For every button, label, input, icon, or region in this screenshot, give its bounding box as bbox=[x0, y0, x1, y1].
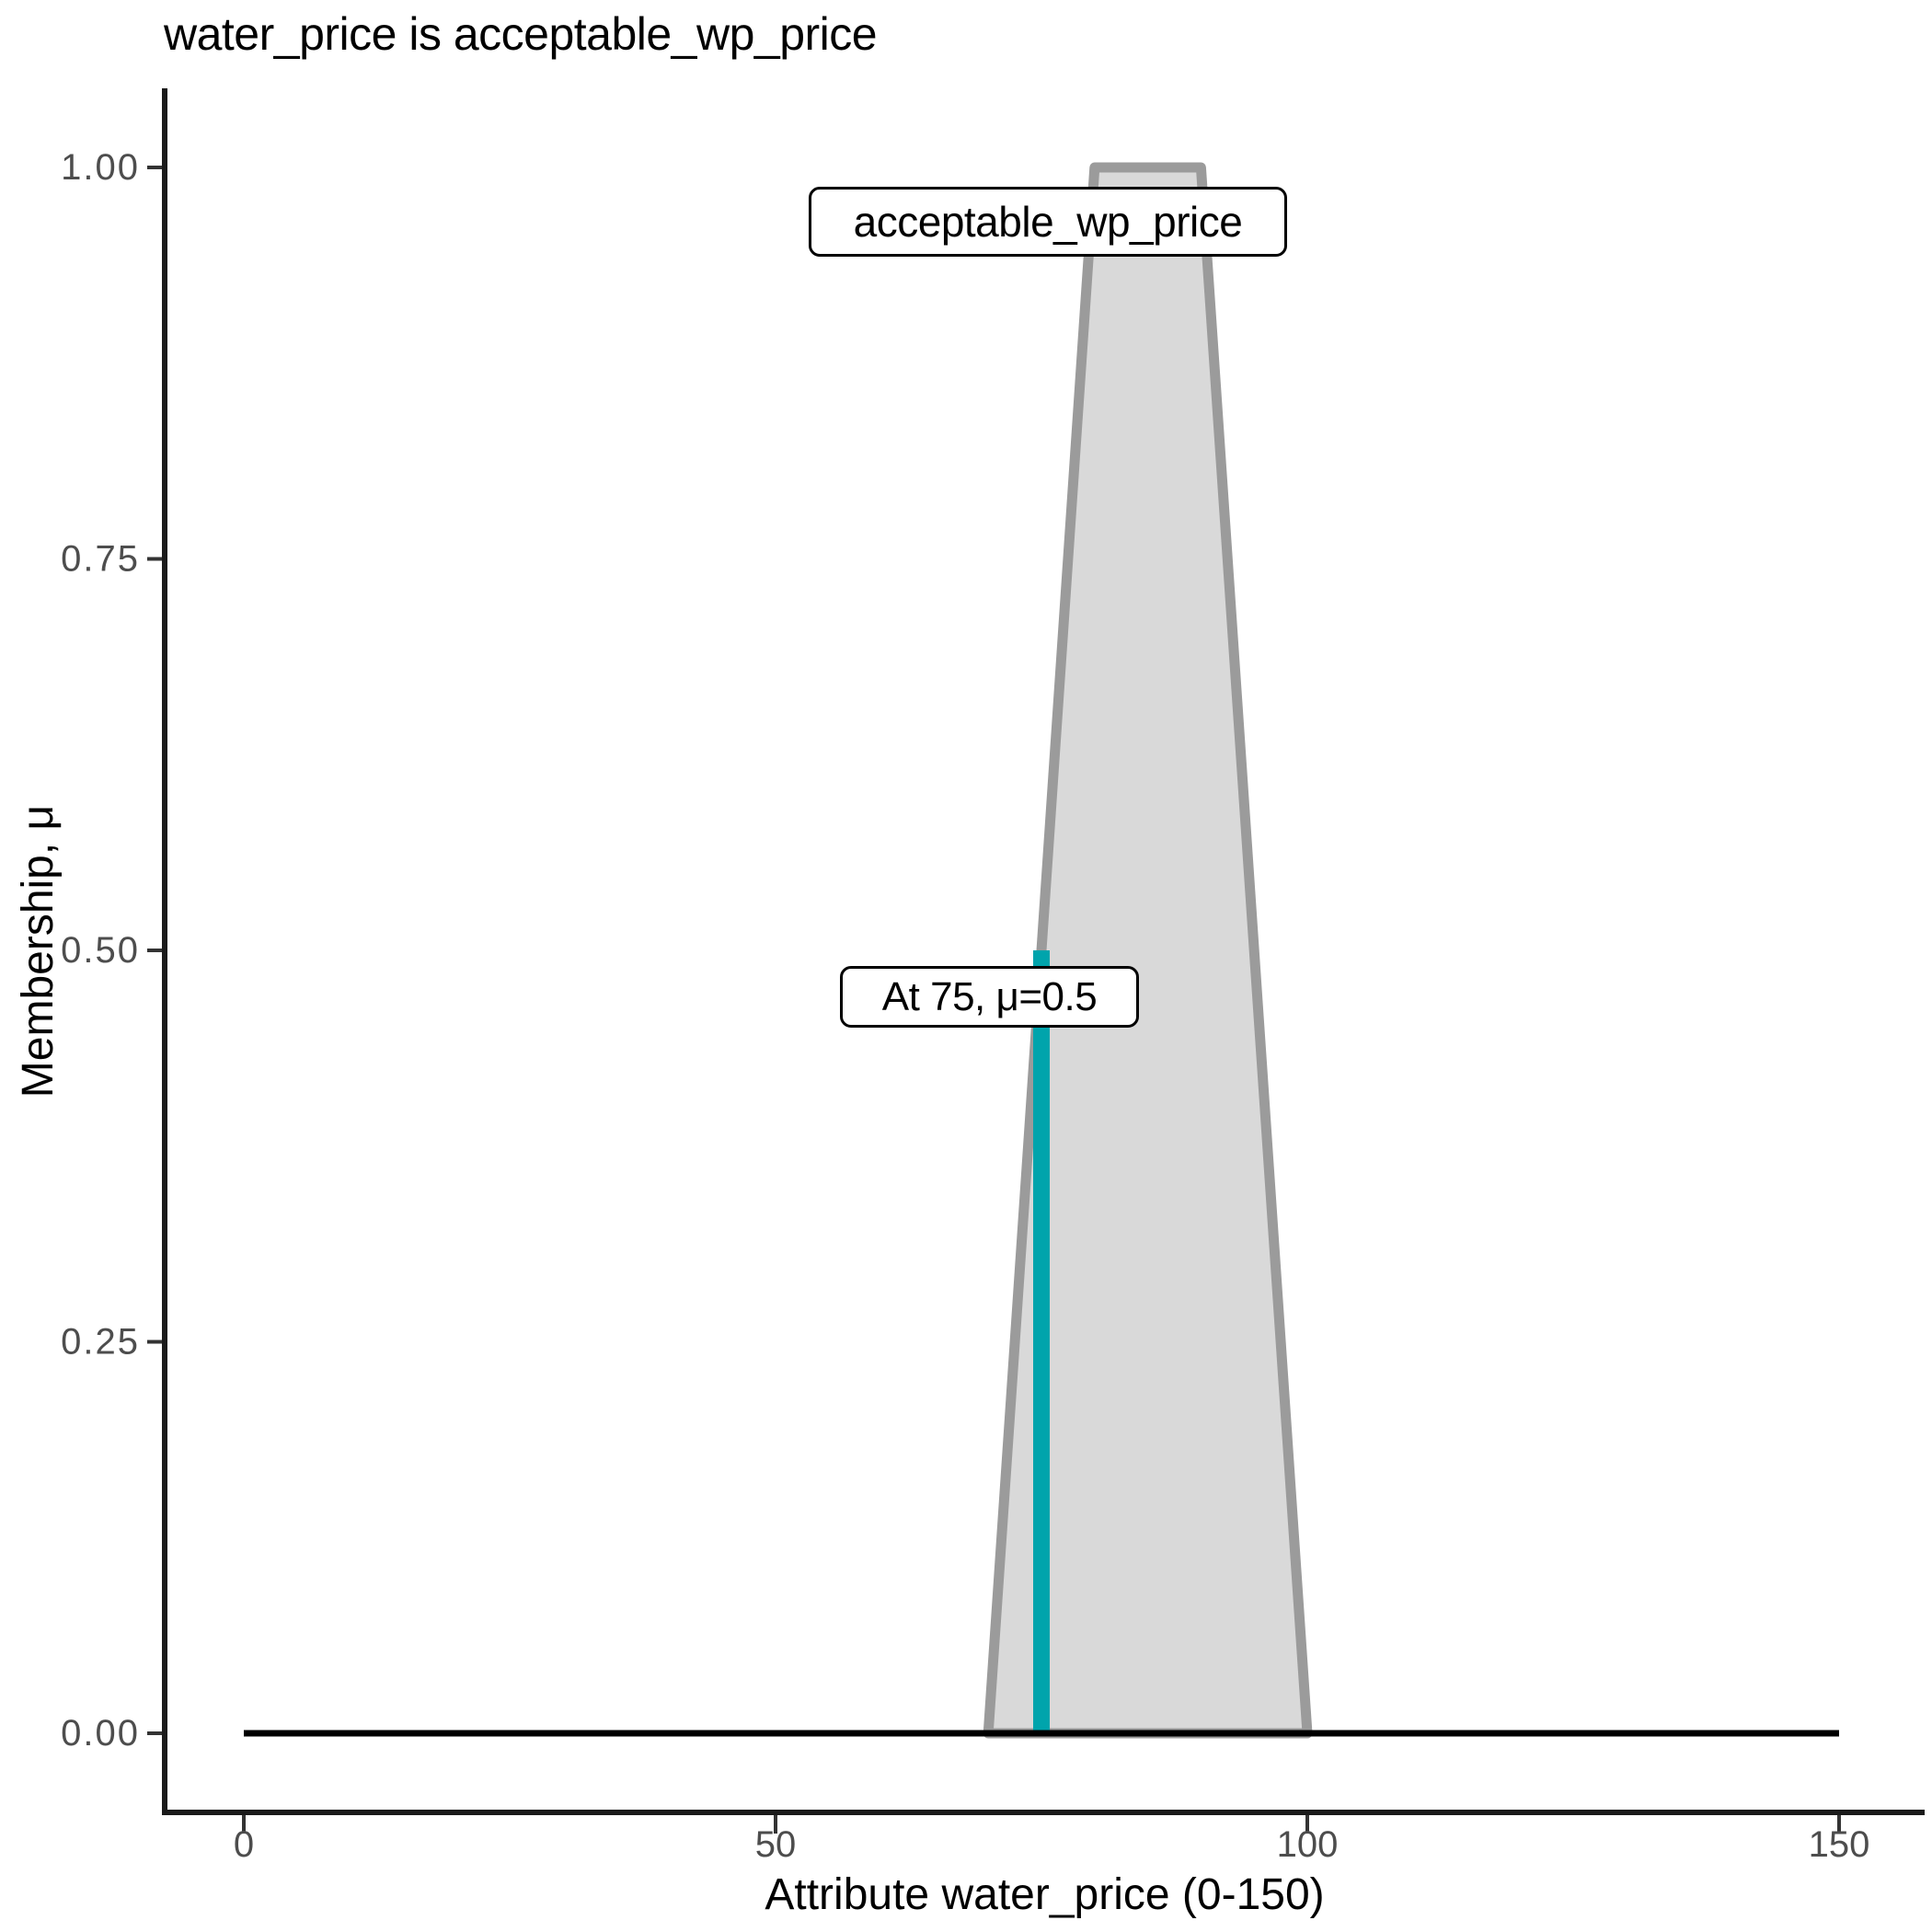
membership-set-label: acceptable_wp_price bbox=[809, 187, 1287, 257]
y-tick-label: 0.00 bbox=[61, 1713, 140, 1754]
x-tick-label: 0 bbox=[234, 1824, 254, 1865]
y-tick-label: 1.00 bbox=[61, 147, 140, 188]
y-axis-title: Membership, μ bbox=[14, 804, 63, 1098]
marker-value-label: At 75, μ=0.5 bbox=[840, 966, 1139, 1028]
y-tick-label: 0.25 bbox=[61, 1322, 140, 1363]
x-tick-label: 150 bbox=[1809, 1824, 1870, 1865]
x-axis-title: Attribute water_price (0-150) bbox=[765, 1870, 1325, 1919]
x-tick-label: 50 bbox=[755, 1824, 797, 1865]
y-tick-label: 0.50 bbox=[61, 930, 140, 971]
plot-title: water_price is acceptable_wp_price bbox=[164, 8, 878, 60]
y-tick-label: 0.75 bbox=[61, 539, 140, 580]
x-tick-label: 100 bbox=[1277, 1824, 1339, 1865]
